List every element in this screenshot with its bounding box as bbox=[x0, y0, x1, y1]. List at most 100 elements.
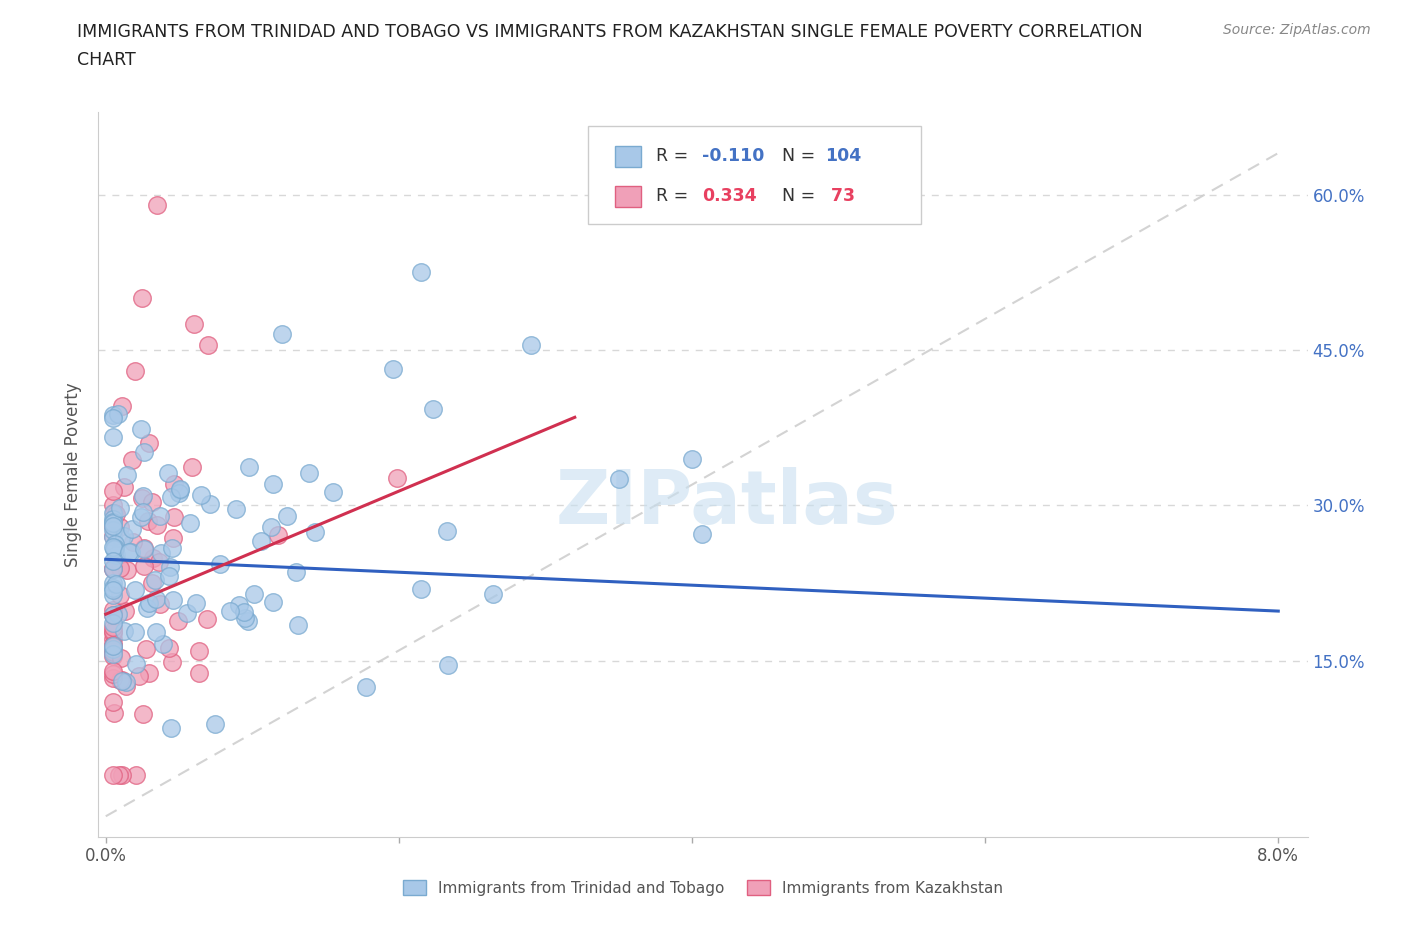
Point bbox=[103, 542, 125, 557]
Point bbox=[105, 577, 128, 591]
Point bbox=[436, 524, 458, 538]
Point bbox=[101, 498, 124, 512]
FancyBboxPatch shape bbox=[614, 186, 641, 206]
Point bbox=[101, 562, 124, 577]
Point bbox=[409, 265, 432, 280]
Text: CHART: CHART bbox=[77, 51, 136, 69]
Point bbox=[169, 483, 191, 498]
Point bbox=[114, 678, 136, 693]
Point bbox=[160, 540, 183, 555]
Point bbox=[607, 472, 630, 487]
Point bbox=[101, 410, 124, 425]
Point bbox=[219, 604, 242, 618]
Point bbox=[270, 327, 292, 342]
Point bbox=[136, 513, 159, 528]
Point bbox=[103, 706, 125, 721]
Point bbox=[167, 485, 190, 500]
Point bbox=[117, 563, 139, 578]
Point bbox=[101, 671, 124, 685]
Point bbox=[132, 706, 155, 721]
Point bbox=[110, 520, 132, 535]
Point bbox=[101, 407, 124, 422]
Point bbox=[110, 651, 132, 666]
Point bbox=[120, 545, 142, 560]
Point bbox=[110, 531, 132, 546]
Point bbox=[101, 644, 124, 658]
Point bbox=[101, 637, 124, 652]
Point bbox=[436, 658, 458, 673]
Point bbox=[101, 649, 124, 664]
Point bbox=[160, 654, 183, 669]
Point bbox=[233, 611, 256, 626]
Point bbox=[118, 544, 141, 559]
Point bbox=[103, 638, 125, 653]
Point bbox=[124, 583, 146, 598]
Point bbox=[122, 534, 145, 549]
Point bbox=[101, 576, 124, 591]
Point bbox=[101, 623, 124, 638]
Point bbox=[228, 597, 250, 612]
Legend: Immigrants from Trinidad and Tobago, Immigrants from Kazakhstan: Immigrants from Trinidad and Tobago, Imm… bbox=[396, 873, 1010, 902]
Point bbox=[198, 497, 221, 512]
Text: ZIPatlas: ZIPatlas bbox=[555, 467, 898, 539]
Point bbox=[101, 506, 124, 521]
Point bbox=[167, 614, 190, 629]
Point bbox=[298, 466, 321, 481]
Point bbox=[183, 316, 205, 331]
Point bbox=[124, 364, 146, 379]
Point bbox=[157, 466, 180, 481]
Point bbox=[141, 495, 163, 510]
Point bbox=[322, 485, 344, 499]
Point bbox=[101, 667, 124, 682]
Text: IMMIGRANTS FROM TRINIDAD AND TOBAGO VS IMMIGRANTS FROM KAZAKHSTAN SINGLE FEMALE : IMMIGRANTS FROM TRINIDAD AND TOBAGO VS I… bbox=[77, 23, 1143, 41]
Point bbox=[107, 767, 129, 782]
Point bbox=[157, 569, 180, 584]
Point bbox=[187, 644, 209, 658]
Point bbox=[233, 604, 256, 619]
Point bbox=[163, 510, 186, 525]
Point bbox=[690, 526, 713, 541]
Point bbox=[112, 480, 135, 495]
Point bbox=[111, 767, 134, 782]
Point bbox=[204, 716, 226, 731]
Point bbox=[134, 445, 156, 459]
Point bbox=[179, 515, 201, 530]
Point bbox=[260, 520, 283, 535]
Point bbox=[101, 561, 124, 576]
Point bbox=[520, 338, 543, 352]
Text: Source: ZipAtlas.com: Source: ZipAtlas.com bbox=[1223, 23, 1371, 37]
Point bbox=[101, 639, 124, 654]
Point bbox=[148, 554, 170, 569]
Point bbox=[111, 672, 134, 687]
Text: 0.334: 0.334 bbox=[702, 188, 756, 206]
Point bbox=[101, 539, 124, 554]
Point bbox=[176, 605, 198, 620]
Point bbox=[262, 595, 284, 610]
FancyBboxPatch shape bbox=[614, 146, 641, 166]
Point bbox=[138, 666, 160, 681]
Point bbox=[124, 625, 146, 640]
Point bbox=[115, 468, 138, 483]
Point bbox=[115, 675, 138, 690]
Point bbox=[143, 573, 166, 588]
Point bbox=[101, 528, 124, 543]
Point bbox=[104, 537, 127, 551]
Point bbox=[101, 523, 124, 538]
Point bbox=[163, 476, 186, 491]
Point bbox=[101, 515, 124, 530]
Point bbox=[135, 601, 157, 616]
Point bbox=[159, 721, 181, 736]
Point bbox=[142, 551, 165, 565]
Point bbox=[385, 471, 408, 485]
Point bbox=[101, 581, 124, 596]
Point bbox=[266, 527, 288, 542]
Point bbox=[101, 695, 124, 710]
Point bbox=[101, 430, 124, 445]
Point bbox=[186, 595, 208, 610]
Point bbox=[101, 484, 124, 498]
Point bbox=[208, 557, 231, 572]
Point bbox=[145, 624, 167, 639]
Point bbox=[128, 669, 150, 684]
Point bbox=[138, 596, 160, 611]
Point bbox=[104, 540, 127, 555]
